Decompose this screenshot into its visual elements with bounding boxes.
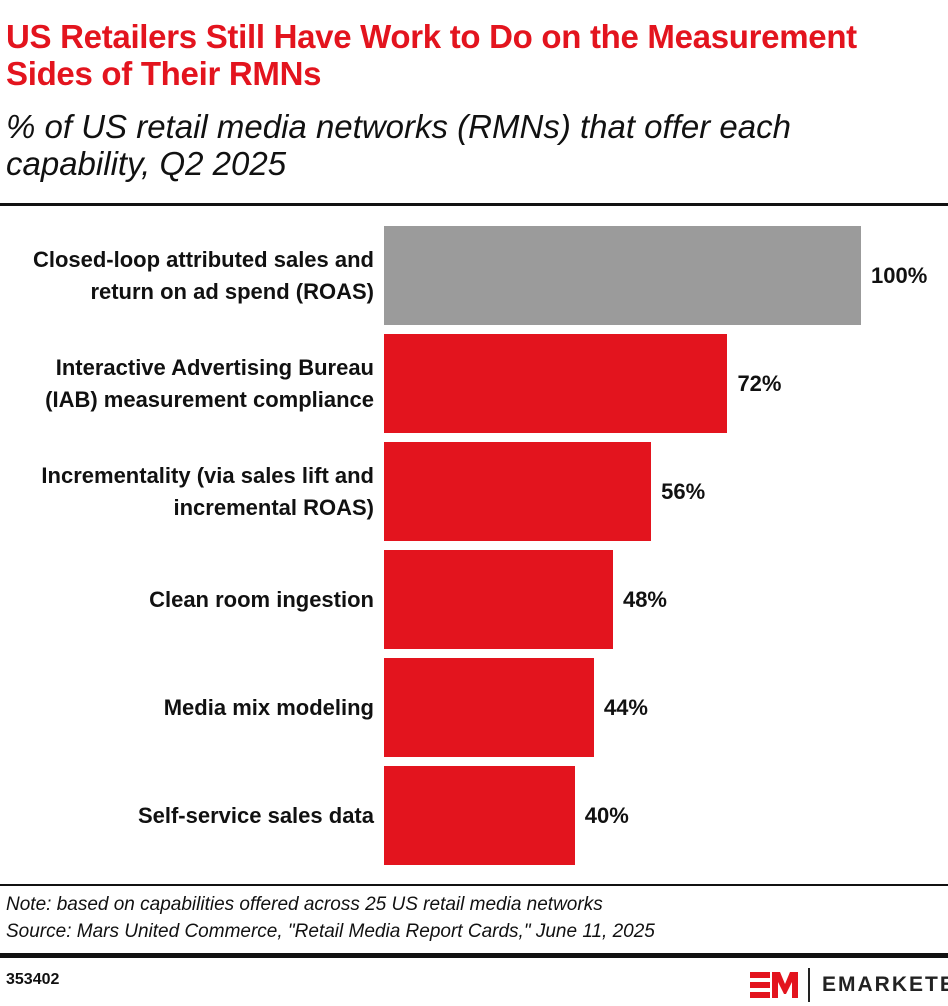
top-rule bbox=[0, 203, 948, 206]
value-label: 72% bbox=[737, 370, 782, 396]
category-label: Self-service sales data bbox=[137, 802, 374, 828]
bottom-rule bbox=[0, 953, 948, 958]
value-label: 44% bbox=[603, 694, 648, 720]
bar bbox=[384, 442, 652, 541]
value-label: 40% bbox=[584, 802, 629, 828]
bar bbox=[384, 658, 594, 757]
bar bbox=[384, 766, 575, 865]
value-label: 100% bbox=[871, 262, 928, 288]
chart-subtitle: % of US retail media networks (RMNs) tha… bbox=[6, 108, 791, 182]
bar bbox=[384, 226, 861, 325]
bar bbox=[384, 550, 613, 649]
value-label: 48% bbox=[622, 586, 667, 612]
chart-title: US Retailers Still Have Work to Do on th… bbox=[6, 18, 857, 92]
em-logo-icon bbox=[750, 972, 798, 998]
logo-separator bbox=[808, 968, 810, 1002]
value-label: 56% bbox=[661, 478, 706, 504]
chart-id: 353402 bbox=[6, 971, 60, 988]
footer-note: Note: based on capabilities offered acro… bbox=[6, 894, 603, 915]
emarketer-logo: EMARKETER bbox=[750, 968, 948, 1002]
footer-rule bbox=[0, 884, 948, 886]
footer-source: Source: Mars United Commerce, "Retail Me… bbox=[6, 921, 655, 942]
category-label: Interactive Advertising Bureau (IAB) mea… bbox=[45, 354, 374, 412]
category-label: Clean room ingestion bbox=[149, 586, 374, 612]
category-label: Closed-loop attributed sales and return … bbox=[32, 246, 374, 304]
bar bbox=[384, 334, 728, 433]
category-label: Incrementality (via sales lift and incre… bbox=[41, 462, 374, 520]
category-label: Media mix modeling bbox=[163, 694, 374, 720]
brand-name: EMARKETER bbox=[822, 973, 948, 996]
